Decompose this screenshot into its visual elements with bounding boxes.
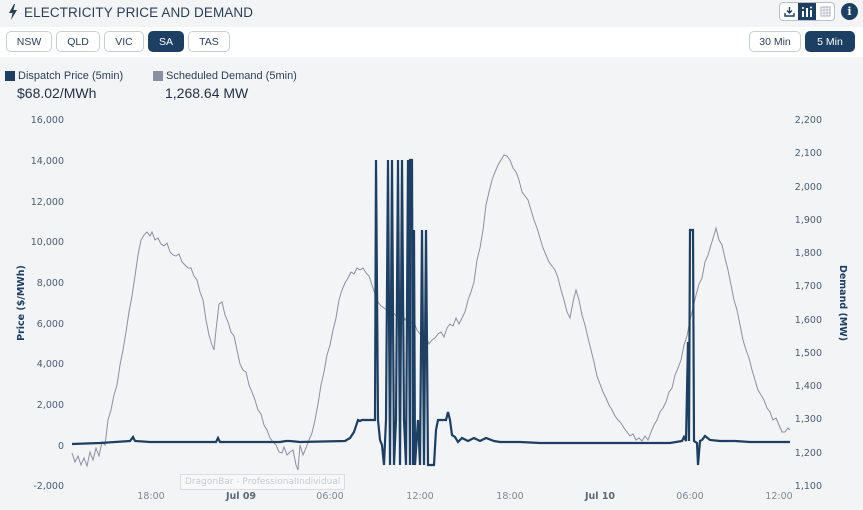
demand-current-value: 1,268.64 MW	[165, 85, 249, 101]
demand-axis: 2,200 2,100 2,000 1,900 1,800 1,700 1,60…	[795, 115, 848, 492]
time-axis: 18:00 Jul 09 06:00 12:00 18:00 Jul 10 06…	[137, 491, 792, 502]
svg-text:1,100: 1,100	[795, 481, 822, 492]
price-legend-label: Dispatch Price (5min)	[18, 70, 124, 82]
demand-line	[71, 154, 791, 471]
svg-text:-2,000: -2,000	[33, 481, 64, 492]
demand-axis-title: Demand (MW)	[837, 265, 848, 341]
svg-text:2,200: 2,200	[795, 115, 822, 126]
legend-price: Dispatch Price (5min) $68.02/MWh	[5, 70, 123, 101]
chart-icon	[802, 6, 812, 17]
svg-text:1,700: 1,700	[795, 281, 822, 292]
svg-text:6,000: 6,000	[37, 319, 64, 330]
svg-text:1,900: 1,900	[795, 215, 822, 226]
price-axis: 16,000 14,000 12,000 10,000 8,000 6,000 …	[16, 115, 64, 492]
region-button-vic[interactable]: VIC	[104, 31, 144, 52]
svg-text:10,000: 10,000	[31, 237, 64, 248]
svg-text:2,000: 2,000	[37, 400, 64, 411]
info-icon: i	[847, 5, 852, 18]
svg-text:18:00: 18:00	[496, 491, 523, 502]
toolbar: NSW QLD VIC SA TAS 30 Min 5 Min	[0, 27, 863, 57]
price-axis-title: Price ($/MWh)	[16, 265, 27, 341]
svg-text:14,000: 14,000	[31, 156, 64, 167]
table-icon	[820, 6, 830, 17]
demand-legend-label: Scheduled Demand (5min)	[166, 70, 297, 82]
svg-text:4,000: 4,000	[37, 359, 64, 370]
panel-header: ELECTRICITY PRICE AND DEMAND i	[0, 0, 863, 27]
region-button-sa[interactable]: SA	[148, 31, 184, 52]
chart-view-button[interactable]	[798, 3, 816, 20]
svg-text:8,000: 8,000	[37, 278, 64, 289]
lightning-bolt-icon	[9, 4, 17, 20]
legend-demand: Scheduled Demand (5min) 1,268.64 MW	[153, 70, 297, 101]
svg-text:Jul 10: Jul 10	[584, 491, 615, 502]
interval-selector: 30 Min 5 Min	[749, 31, 855, 52]
svg-text:06:00: 06:00	[676, 491, 703, 502]
price-swatch	[5, 71, 15, 81]
svg-text:1,300: 1,300	[795, 414, 822, 425]
download-button[interactable]	[780, 3, 798, 20]
panel-title: ELECTRICITY PRICE AND DEMAND	[24, 4, 254, 20]
price-line	[71, 158, 790, 467]
svg-text:16,000: 16,000	[31, 115, 64, 126]
svg-text:1,500: 1,500	[795, 348, 822, 359]
region-selector: NSW QLD VIC SA TAS	[6, 31, 230, 52]
region-button-tas[interactable]: TAS	[188, 31, 230, 52]
view-toggle	[779, 2, 835, 21]
region-button-nsw[interactable]: NSW	[6, 31, 52, 52]
svg-text:1,800: 1,800	[795, 248, 822, 259]
price-demand-chart[interactable]: 16,000 14,000 12,000 10,000 8,000 6,000 …	[0, 105, 863, 510]
region-button-qld[interactable]: QLD	[56, 31, 100, 52]
svg-text:06:00: 06:00	[316, 491, 343, 502]
demand-swatch	[153, 71, 163, 81]
svg-text:2,000: 2,000	[795, 182, 822, 193]
svg-text:18:00: 18:00	[137, 491, 164, 502]
svg-text:1,400: 1,400	[795, 381, 822, 392]
table-view-button[interactable]	[816, 3, 834, 20]
svg-text:12:00: 12:00	[765, 491, 792, 502]
title-wrap: ELECTRICITY PRICE AND DEMAND	[8, 4, 253, 20]
download-icon	[783, 7, 795, 17]
svg-text:12,000: 12,000	[31, 197, 64, 208]
svg-text:1,200: 1,200	[795, 448, 822, 459]
interval-button-30min[interactable]: 30 Min	[749, 31, 801, 52]
svg-text:Jul 09: Jul 09	[225, 491, 256, 502]
info-button[interactable]: i	[841, 3, 858, 20]
svg-text:1,600: 1,600	[795, 315, 822, 326]
price-current-value: $68.02/MWh	[17, 85, 97, 101]
svg-text:12:00: 12:00	[406, 491, 433, 502]
svg-text:0: 0	[58, 441, 64, 452]
svg-text:2,100: 2,100	[795, 148, 822, 159]
interval-button-5min[interactable]: 5 Min	[805, 31, 855, 52]
watermark: DragonBar - ProfessionalIndividual	[180, 474, 346, 490]
